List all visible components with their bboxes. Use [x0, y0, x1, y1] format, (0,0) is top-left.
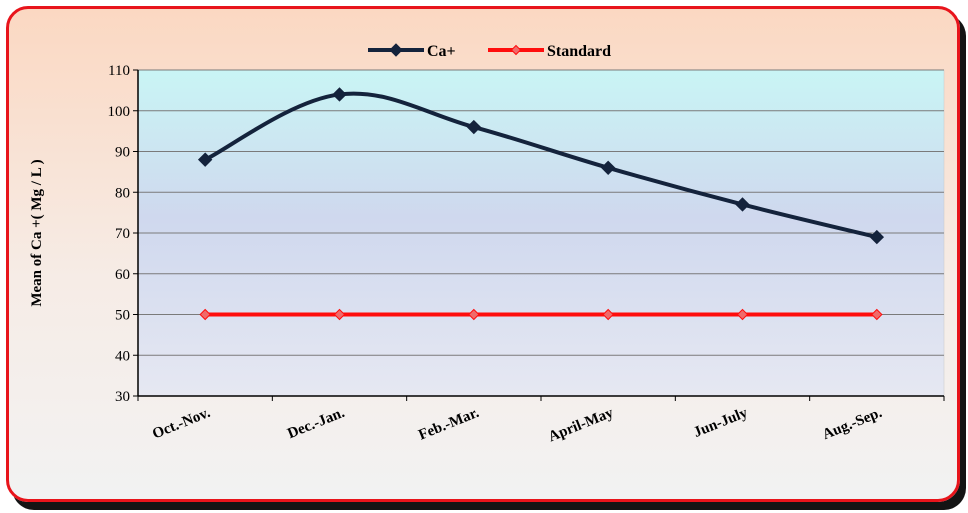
y-axis-label: Mean of Ca +( Mg / L ): [29, 159, 45, 306]
y-tick-label: 60: [115, 267, 130, 283]
legend-item-ca: Ca+: [368, 43, 456, 60]
y-tick-label: 30: [115, 389, 130, 405]
y-tick-label: 100: [108, 104, 131, 120]
series-ca-point: [735, 197, 750, 212]
series-standard-point: [602, 308, 614, 321]
x-tick-label: April-May: [546, 405, 616, 446]
legend-swatch-marker: [510, 44, 522, 56]
x-tick-label: Oct.-Nov.: [150, 405, 213, 443]
y-tick-label: 70: [115, 226, 130, 242]
legend-item-standard: Standard: [488, 43, 611, 60]
series-ca-point: [332, 87, 347, 102]
legend-label: Standard: [547, 43, 611, 60]
series-standard-point: [871, 308, 883, 321]
series-standard-point: [199, 308, 211, 321]
series-standard-point: [468, 308, 480, 321]
series: [197, 87, 885, 321]
x-tick-label: Dec.-Jan.: [285, 405, 347, 442]
y-tick-labels: 30 40 50 60 70 80 90 100 110: [108, 63, 131, 405]
x-tick-label: Feb.-Mar.: [416, 405, 481, 444]
legend-swatch-marker: [389, 43, 403, 57]
series-standard-point: [333, 308, 346, 321]
y-tick-label: 50: [115, 308, 130, 324]
x-tick-labels: Oct.-Nov. Dec.-Jan. Feb.-Mar. April-May Jun-…: [150, 405, 884, 446]
legend: Ca+ Standard: [368, 43, 611, 60]
series-standard-point: [736, 308, 749, 321]
series-ca-point: [466, 119, 482, 135]
y-tick-label: 90: [115, 145, 130, 161]
legend-label: Ca+: [427, 43, 456, 60]
series-ca-point: [600, 160, 616, 176]
y-tick-label: 110: [108, 63, 130, 79]
y-tick-label: 40: [115, 348, 130, 364]
series-ca-point: [869, 229, 885, 245]
series-standard: [199, 308, 883, 321]
x-tick-label: Jun-July: [691, 405, 750, 441]
series-ca: [197, 87, 885, 245]
axes: [133, 69, 945, 401]
x-tick-label: Aug.-Sep.: [820, 405, 884, 443]
series-ca-line: [203, 91, 879, 240]
series-ca-point: [197, 152, 213, 167]
y-tick-label: 80: [115, 185, 130, 201]
